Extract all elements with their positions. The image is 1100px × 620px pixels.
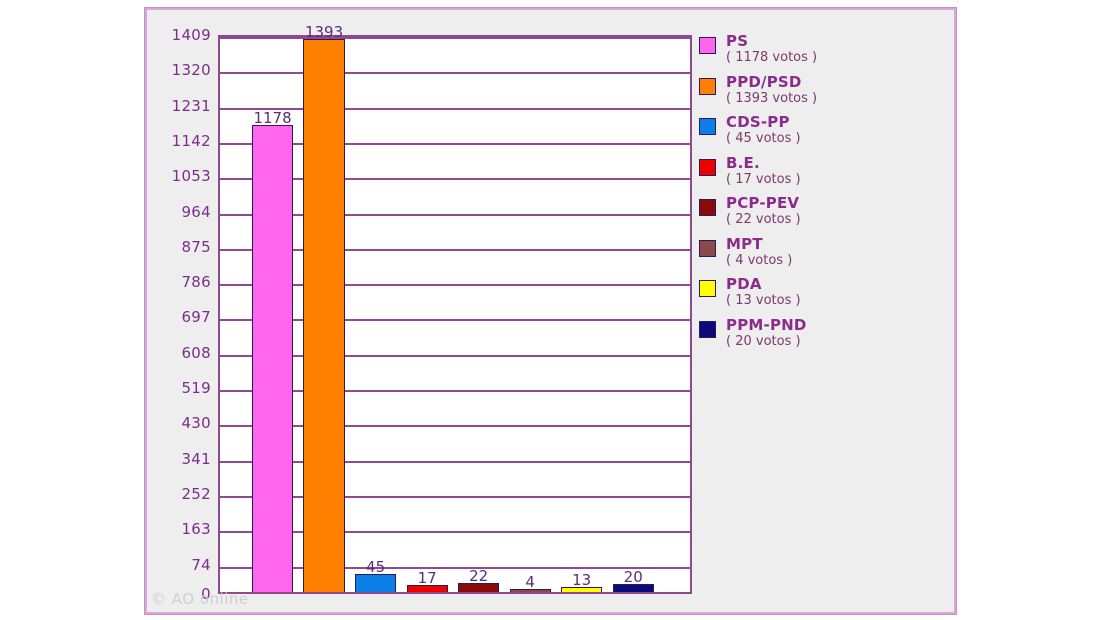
y-axis-tick-label: 430 [181, 414, 211, 433]
y-axis-tick-label: 608 [181, 343, 211, 362]
y-axis-tick-label: 1231 [171, 96, 211, 115]
gridline [220, 460, 690, 463]
legend-item: PCP-PEV( 22 votos ) [699, 194, 949, 235]
chart-panel: 0 74 163 252 341 430 519 608 697 786 875 964 1053 114… [144, 7, 957, 615]
bar-pda [561, 586, 603, 592]
legend-party-name: PPD/PSD [726, 72, 802, 91]
y-axis-tick-label: 875 [181, 237, 211, 256]
y-axis-tick-label: 697 [181, 308, 211, 327]
legend-color-swatch [699, 239, 716, 257]
y-axis-tick-label: 519 [181, 379, 211, 398]
legend-item: PPD/PSD( 1393 votos ) [699, 73, 949, 114]
legend-color-swatch [699, 158, 716, 176]
bar-pcp-pev [458, 583, 500, 592]
gridline [220, 72, 690, 75]
gridline [220, 107, 690, 110]
bar-value-label: 20 [623, 568, 643, 587]
bar-ppm-pnd [612, 584, 654, 592]
legend-item: PPM-PND( 20 votos ) [699, 316, 949, 357]
gridline [220, 425, 690, 428]
gridline [220, 213, 690, 216]
bar-value-label: 4 [525, 573, 535, 591]
legend-vote-count: ( 4 votos ) [726, 252, 793, 268]
y-axis-tick-label: 964 [181, 202, 211, 221]
legend-item: CDS-PP( 45 votos ) [699, 113, 949, 154]
gridline [220, 37, 690, 39]
gridline [220, 390, 690, 393]
legend-item: B.E.( 17 votos ) [699, 154, 949, 195]
legend-party-name: PDA [726, 275, 762, 293]
y-axis-tick-label: 1142 [171, 131, 211, 150]
bar-cds-pp [354, 574, 397, 592]
bar-value-label: 1393 [304, 23, 344, 42]
legend-vote-count: ( 13 votos ) [726, 293, 801, 308]
legend-vote-count: ( 45 votos ) [726, 131, 801, 146]
legend-item: PDA( 13 votos ) [699, 275, 949, 316]
legend-item: PS( 1178 votos ) [699, 32, 949, 73]
legend-color-swatch [699, 280, 716, 297]
y-axis-labels: 0 74 163 252 341 430 519 608 697 786 875 964 1053 114… [147, 10, 217, 612]
plot-area: 1178 1393 45 17 22 4 13 20 [218, 23, 692, 594]
gridline [220, 566, 690, 569]
legend-item: MPT( 4 votos ) [699, 235, 949, 276]
gridline [220, 319, 690, 322]
watermark: © AO online [151, 590, 249, 608]
bar-series: 1178 1393 45 17 22 4 13 20 [220, 23, 690, 592]
y-axis-tick-label: 74 [191, 555, 211, 574]
y-axis-tick-label: 1053 [171, 167, 211, 186]
bar-ps [251, 124, 294, 592]
legend-color-swatch [699, 320, 716, 338]
y-axis-tick-label: 786 [181, 273, 211, 292]
bar-mpt [509, 589, 551, 592]
legend-color-swatch [699, 118, 716, 135]
bar-value-label: 22 [469, 567, 489, 586]
y-axis-tick-label: 341 [181, 449, 211, 468]
bar-b-e- [406, 585, 448, 592]
legend-party-name: CDS-PP [726, 113, 790, 131]
gridline [220, 284, 690, 287]
legend-color-swatch [699, 199, 716, 216]
gridline [220, 354, 690, 357]
bar-value-label: 45 [366, 558, 386, 577]
legend-vote-count: ( 17 votos ) [726, 171, 801, 187]
legend-vote-count: ( 1393 votos ) [726, 90, 818, 106]
gridline [220, 531, 690, 534]
y-axis-tick-label: 163 [181, 520, 211, 539]
chart-legend: PS( 1178 votos ) PPD/PSD( 1393 votos ) CDS… [699, 32, 949, 356]
legend-party-name: PPM-PND [726, 315, 807, 334]
gridline [220, 496, 690, 499]
bar-ppd-psd [303, 39, 345, 592]
y-axis-tick-label: 252 [181, 485, 211, 504]
legend-party-name: MPT [726, 234, 763, 253]
legend-color-swatch [699, 37, 716, 54]
legend-vote-count: ( 1178 votos ) [726, 50, 818, 65]
legend-party-name: PS [726, 32, 749, 50]
legend-vote-count: ( 20 votos ) [726, 333, 801, 349]
bar-value-label: 13 [572, 570, 592, 589]
y-axis-tick-label: 0 [201, 585, 211, 603]
legend-party-name: PCP-PEV [726, 194, 800, 212]
bar-value-label: 1178 [253, 108, 292, 127]
legend-vote-count: ( 22 votos ) [726, 212, 801, 227]
gridline [220, 178, 690, 181]
bar-value-label: 17 [417, 569, 437, 588]
legend-color-swatch [699, 77, 716, 95]
gridline [220, 248, 690, 251]
gridline [220, 142, 690, 145]
legend-party-name: B.E. [726, 153, 760, 172]
y-axis-tick-label: 1409 [171, 26, 211, 44]
y-axis-tick-label: 1320 [171, 61, 211, 80]
